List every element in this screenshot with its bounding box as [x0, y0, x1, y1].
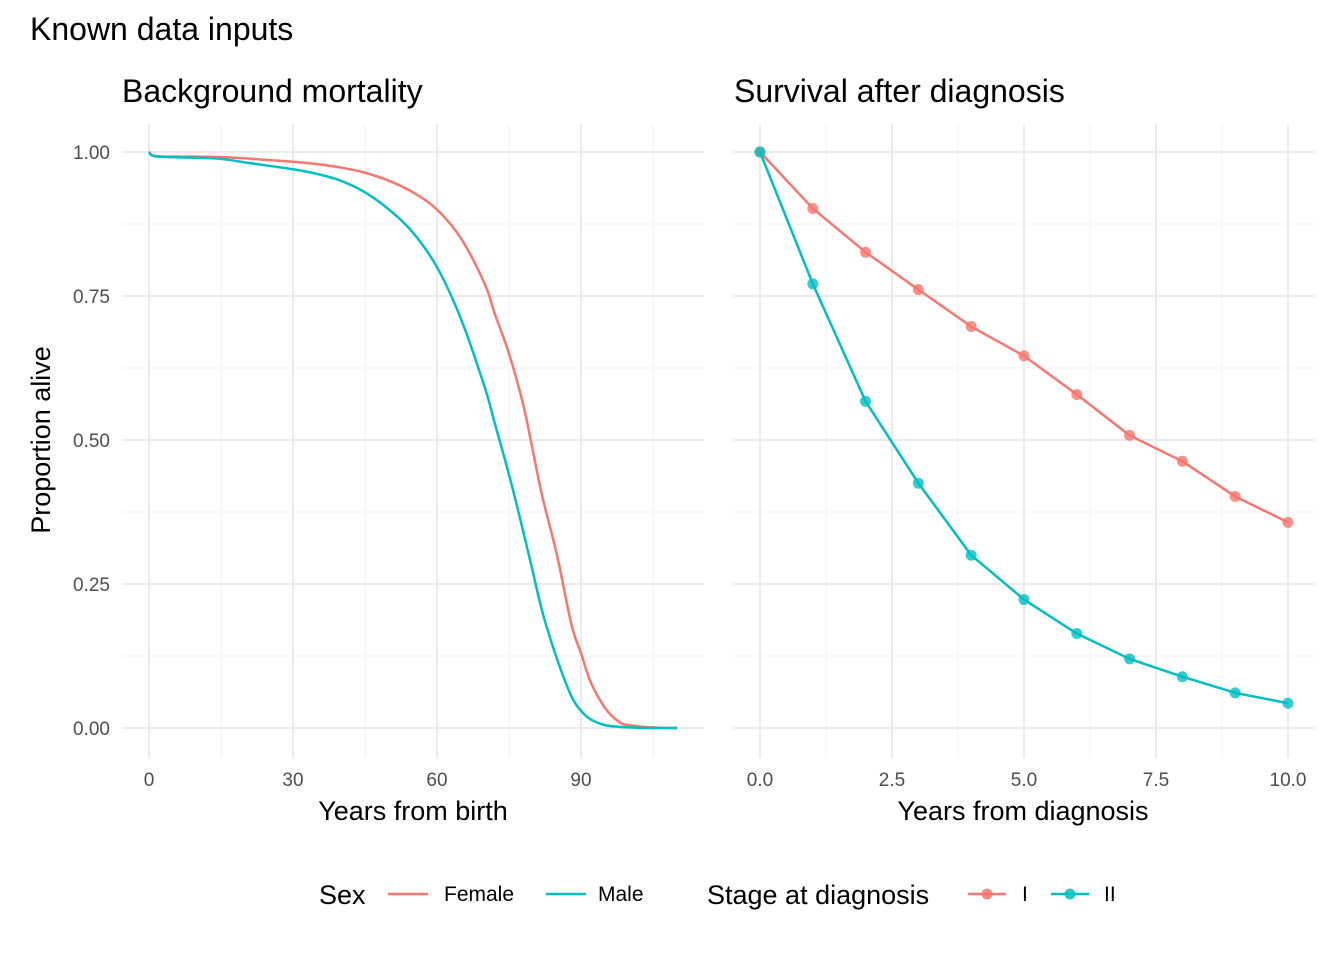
- x-tick-label: 30: [282, 770, 303, 791]
- data-point-i: [1124, 429, 1136, 441]
- data-point-ii: [912, 477, 924, 489]
- legend-stage: Stage at diagnosis I II: [707, 880, 1116, 910]
- x-tick-label: 5.0: [1011, 770, 1037, 791]
- series-survival-after-diagnosis: [754, 146, 1294, 709]
- data-point-i: [860, 246, 872, 258]
- data-point-ii: [1282, 697, 1294, 709]
- legend-label-female: Female: [444, 883, 514, 906]
- x-tick-label: 60: [426, 770, 447, 791]
- series-background-mortality: [148, 151, 678, 730]
- data-point-i: [1018, 350, 1030, 362]
- data-point-i: [1229, 490, 1241, 502]
- panel-title-background-mortality: Background mortality: [122, 73, 423, 109]
- legend-label-stage-i: I: [1022, 883, 1028, 906]
- x-ticks-background-mortality: 0 30 60 90: [144, 770, 592, 791]
- data-point-i: [1071, 388, 1083, 400]
- data-point-i: [912, 284, 924, 296]
- y-ticks: 0.00 0.25 0.50 0.75 1.00: [73, 143, 110, 740]
- figure-title: Known data inputs: [30, 11, 293, 47]
- x-tick-label: 10.0: [1270, 770, 1307, 791]
- data-point-ii: [754, 146, 766, 158]
- data-point-ii: [965, 549, 977, 561]
- y-tick-label: 1.00: [73, 143, 110, 164]
- legend-label-male: Male: [598, 883, 644, 906]
- data-point-ii: [860, 395, 872, 407]
- y-axis-label: Proportion alive: [26, 346, 56, 534]
- x-ticks-survival-after-diagnosis: 0.0 2.5 5.0 7.5 10.0: [747, 770, 1307, 791]
- legend-sex: Sex Female Male: [319, 880, 644, 910]
- legend-title-sex: Sex: [319, 880, 366, 910]
- data-point-i: [965, 321, 977, 333]
- x-tick-label: 2.5: [879, 770, 905, 791]
- legend-title-stage: Stage at diagnosis: [707, 880, 929, 910]
- x-tick-label: 7.5: [1143, 770, 1169, 791]
- data-point-i: [1176, 455, 1188, 467]
- series-line-female: [148, 151, 678, 730]
- legend-key-stage-i-point: [981, 888, 993, 900]
- x-tick-label: 0: [144, 770, 155, 791]
- panel-background-mortality: Background mortality 0.00 0.25 0.50 0.75 1.0…: [73, 73, 704, 826]
- legend-key-stage-ii-point: [1064, 888, 1076, 900]
- x-axis-label-survival-after-diagnosis: Years from diagnosis: [897, 796, 1148, 826]
- y-tick-label: 0.75: [73, 287, 110, 308]
- panel-survival-after-diagnosis: Survival after diagnosis 0.0 2.5 5.0 7.5 10.…: [734, 73, 1314, 826]
- data-point-i: [807, 202, 819, 214]
- panel-title-survival-after-diagnosis: Survival after diagnosis: [734, 73, 1065, 109]
- data-point-ii: [1071, 628, 1083, 640]
- data-point-i: [1282, 516, 1294, 528]
- x-tick-label: 90: [570, 770, 591, 791]
- data-point-ii: [1124, 653, 1136, 665]
- x-tick-label: 0.0: [747, 770, 773, 791]
- data-point-ii: [1018, 594, 1030, 606]
- legend-label-stage-ii: II: [1104, 883, 1116, 906]
- series-line-male: [148, 151, 678, 730]
- grid-background-mortality: [122, 124, 704, 758]
- y-tick-label: 0.50: [73, 431, 110, 452]
- grid-survival-after-diagnosis: [734, 124, 1314, 758]
- y-tick-label: 0.25: [73, 575, 110, 596]
- data-point-ii: [807, 278, 819, 290]
- data-point-ii: [1229, 687, 1241, 699]
- y-tick-label: 0.00: [73, 719, 110, 740]
- x-axis-label-background-mortality: Years from birth: [318, 796, 508, 826]
- data-point-ii: [1176, 671, 1188, 683]
- legend: Sex Female Male Stage at diagnosis I II: [319, 880, 1116, 910]
